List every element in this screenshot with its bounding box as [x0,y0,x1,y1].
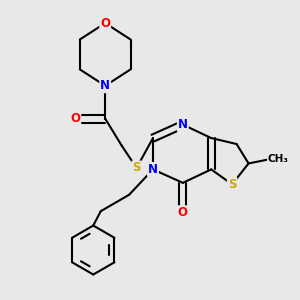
Text: N: N [178,118,188,131]
Text: N: N [148,163,158,176]
Text: S: S [132,161,141,174]
Text: CH₃: CH₃ [268,154,289,164]
Text: O: O [70,112,80,125]
Text: S: S [228,178,236,191]
Text: N: N [100,79,110,92]
Text: O: O [178,206,188,219]
Text: O: O [100,16,110,30]
